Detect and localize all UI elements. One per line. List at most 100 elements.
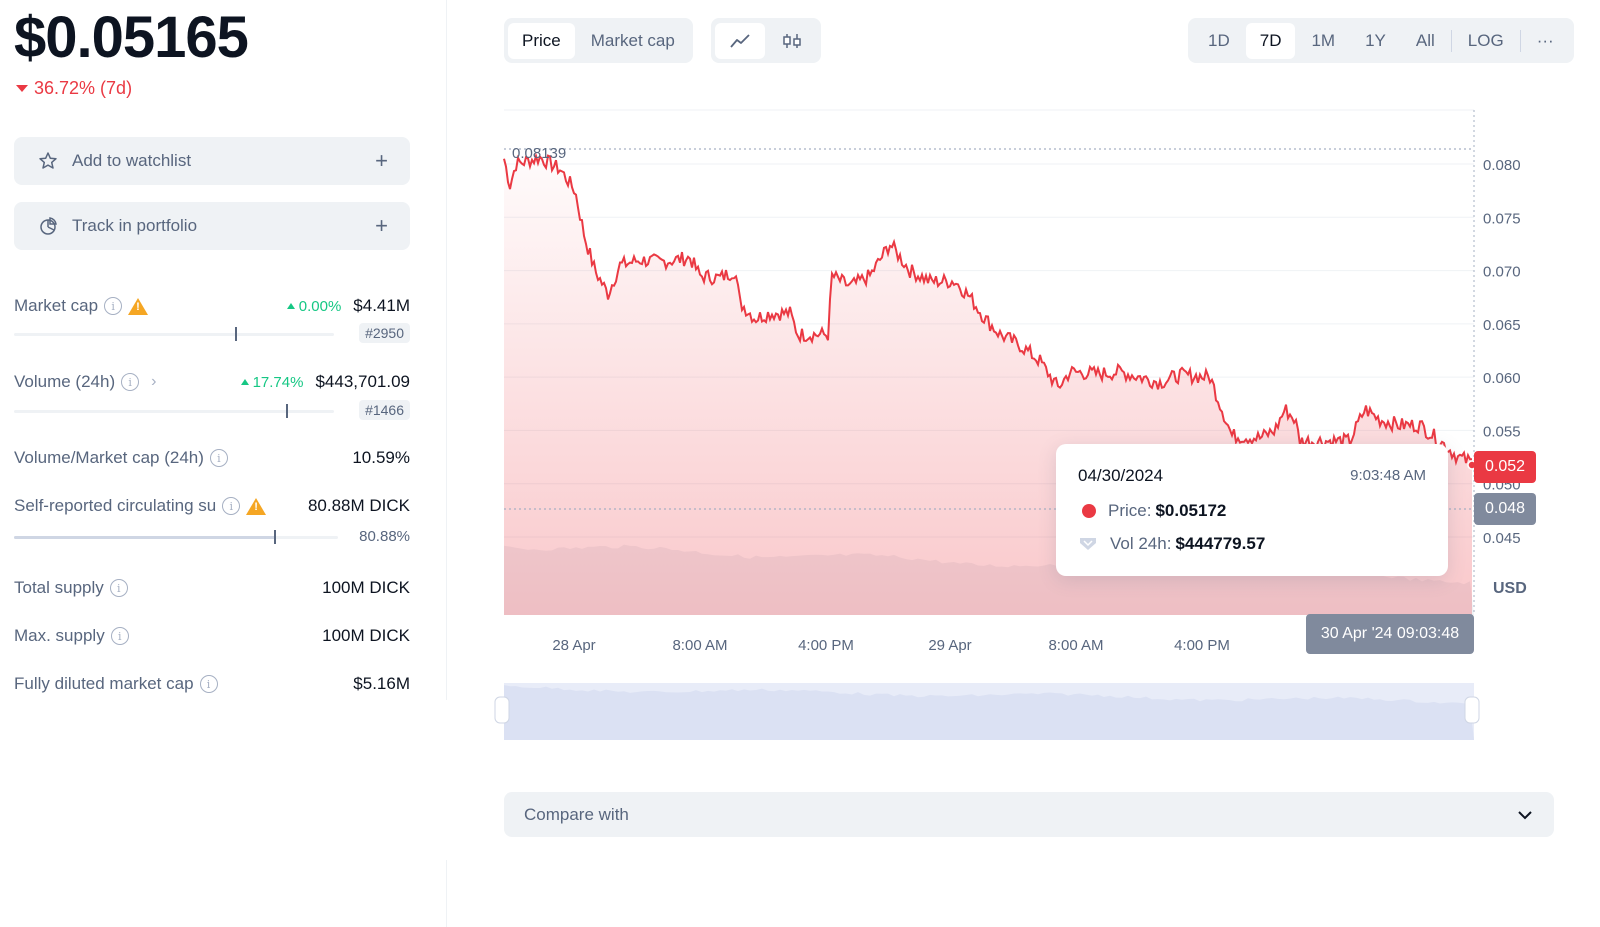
up-arrow-icon [286, 303, 295, 309]
high-price-label: 0.08139 [512, 145, 566, 162]
stat-label: Volume/Market cap (24h) [14, 448, 204, 467]
stat-circulating-supply: Self-reported circulating su i 80.88M DIC… [14, 496, 410, 516]
current-price: $0.05165 [14, 5, 249, 70]
candlestick-chart-button[interactable] [767, 23, 817, 59]
x-tick-label: 8:00 AM [1048, 637, 1103, 654]
stat-value: 100M DICK [322, 578, 410, 597]
stat-max-supply: Max. supply i 100M DICK [14, 626, 410, 646]
info-icon[interactable]: i [110, 627, 129, 645]
panel-divider [446, 860, 447, 927]
chevron-right-icon[interactable]: › [151, 373, 157, 390]
down-arrow-icon [16, 85, 28, 92]
stat-value: 100M DICK [322, 626, 410, 645]
volume-icon [1080, 538, 1096, 550]
y-tick-label: 0.055 [1483, 423, 1521, 440]
portfolio-label: Track in portfolio [72, 216, 198, 235]
add-to-watchlist-button[interactable]: Add to watchlist + [14, 137, 410, 185]
stat-market-cap: Market cap i 0.00% $4.41M [14, 296, 410, 316]
stat-change: 0.00% [286, 298, 341, 315]
hover-time-tag: 30 Apr '24 09:03:48 [1306, 614, 1474, 654]
chart-type-toggle [711, 18, 821, 63]
watchlist-label: Add to watchlist [72, 151, 192, 170]
line-chart-icon [730, 33, 750, 48]
range-1d[interactable]: 1D [1208, 30, 1230, 50]
log-scale-toggle[interactable]: LOG [1467, 30, 1504, 50]
x-tick-label: 8:00 AM [672, 637, 727, 654]
stat-volume: Volume (24h) i › 17.74% $443,701.09 [14, 372, 410, 392]
y-tick-label: 0.070 [1483, 264, 1521, 281]
tooltip-volume-label: Vol 24h: [1110, 534, 1172, 553]
circulating-percent: 80.88% [359, 528, 410, 545]
info-icon[interactable]: i [109, 579, 128, 597]
plus-icon: + [375, 148, 388, 173]
stat-label: Volume (24h) [14, 372, 116, 391]
navigator-left-handle[interactable] [494, 696, 510, 724]
x-tick-label: 4:00 PM [1174, 637, 1230, 654]
separator [1519, 29, 1521, 52]
current-price-tag: 0.052 [1474, 451, 1536, 483]
track-in-portfolio-button[interactable]: Track in portfolio + [14, 202, 410, 250]
pie-chart-icon [38, 216, 58, 236]
info-icon[interactable]: i [222, 497, 241, 515]
currency-label: USD [1493, 580, 1527, 597]
tab-price[interactable]: Price [508, 22, 575, 59]
candlestick-icon [783, 33, 801, 48]
y-tick-label: 0.060 [1483, 370, 1521, 387]
up-arrow-icon [240, 379, 249, 385]
stat-label: Max. supply [14, 626, 105, 645]
info-icon[interactable]: i [209, 449, 228, 467]
range-1y[interactable]: 1Y [1365, 30, 1386, 50]
stat-label: Total supply [14, 578, 104, 597]
compare-with-dropdown[interactable]: Compare with [504, 792, 1554, 837]
chevron-down-icon [1518, 810, 1532, 819]
price-dot-icon [1082, 504, 1096, 518]
info-icon[interactable]: i [121, 373, 140, 391]
volume-rank: #1466 [359, 400, 410, 420]
compare-label: Compare with [524, 804, 629, 824]
y-tick-label: 0.065 [1483, 317, 1521, 334]
market-cap-bar [14, 327, 334, 341]
chart-mode-toggle: Price Market cap [504, 18, 693, 63]
y-tick-label: 0.075 [1483, 210, 1521, 227]
stat-value: $5.16M [353, 674, 410, 693]
price-change-7d: 36.72% (7d) [16, 78, 132, 99]
line-chart-button[interactable] [715, 22, 765, 59]
market-cap-rank: #2950 [359, 323, 410, 343]
volume-bar [14, 404, 334, 418]
stat-label: Self-reported circulating su [14, 496, 217, 515]
stat-total-supply: Total supply i 100M DICK [14, 578, 410, 598]
separator [1450, 29, 1452, 52]
range-1m[interactable]: 1M [1311, 30, 1336, 50]
info-icon[interactable]: i [199, 675, 218, 693]
navigator-right-handle[interactable] [1464, 696, 1480, 724]
price-change-text: 36.72% (7d) [34, 78, 133, 98]
stat-value: $443,701.09 [315, 372, 410, 391]
stat-value: $4.41M [353, 296, 410, 315]
info-icon[interactable]: i [104, 297, 123, 315]
x-tick-label: 4:00 PM [798, 637, 854, 654]
tab-market-cap[interactable]: Market cap [590, 30, 675, 50]
stat-value: 80.88M DICK [307, 496, 410, 515]
tooltip-volume-row: Vol 24h: $444779.57 [1078, 534, 1265, 554]
plus-icon: + [375, 213, 388, 238]
coin-stats-panel: $0.05165 36.72% (7d) Add to watchlist + … [0, 0, 446, 927]
tooltip-price-label: Price: [1108, 501, 1152, 520]
stat-value: 10.59% [352, 448, 410, 467]
x-axis-labels: 28 Apr 8:00 AM 4:00 PM 29 Apr 8:00 AM 4:00 PM [552, 637, 1230, 654]
more-options-button[interactable]: ··· [1536, 30, 1554, 50]
tooltip-price-value: $0.05172 [1155, 501, 1227, 520]
tooltip-date: 04/30/2024 [1078, 466, 1164, 485]
stat-label: Fully diluted market cap [14, 674, 194, 693]
y-tick-label: 0.080 [1483, 157, 1521, 174]
warning-icon[interactable] [246, 497, 267, 515]
range-all[interactable]: All [1415, 30, 1435, 50]
tooltip-volume-value: $444779.57 [1175, 534, 1266, 553]
warning-icon[interactable] [128, 297, 149, 315]
low-price-tag: 0.048 [1474, 493, 1536, 525]
range-7d[interactable]: 7D [1245, 22, 1296, 59]
panel-divider [446, 0, 447, 700]
stat-change: 17.74% [240, 374, 303, 391]
chart-tooltip: 04/30/2024 9:03:48 AM Price: $0.05172 Vo… [1056, 444, 1448, 576]
